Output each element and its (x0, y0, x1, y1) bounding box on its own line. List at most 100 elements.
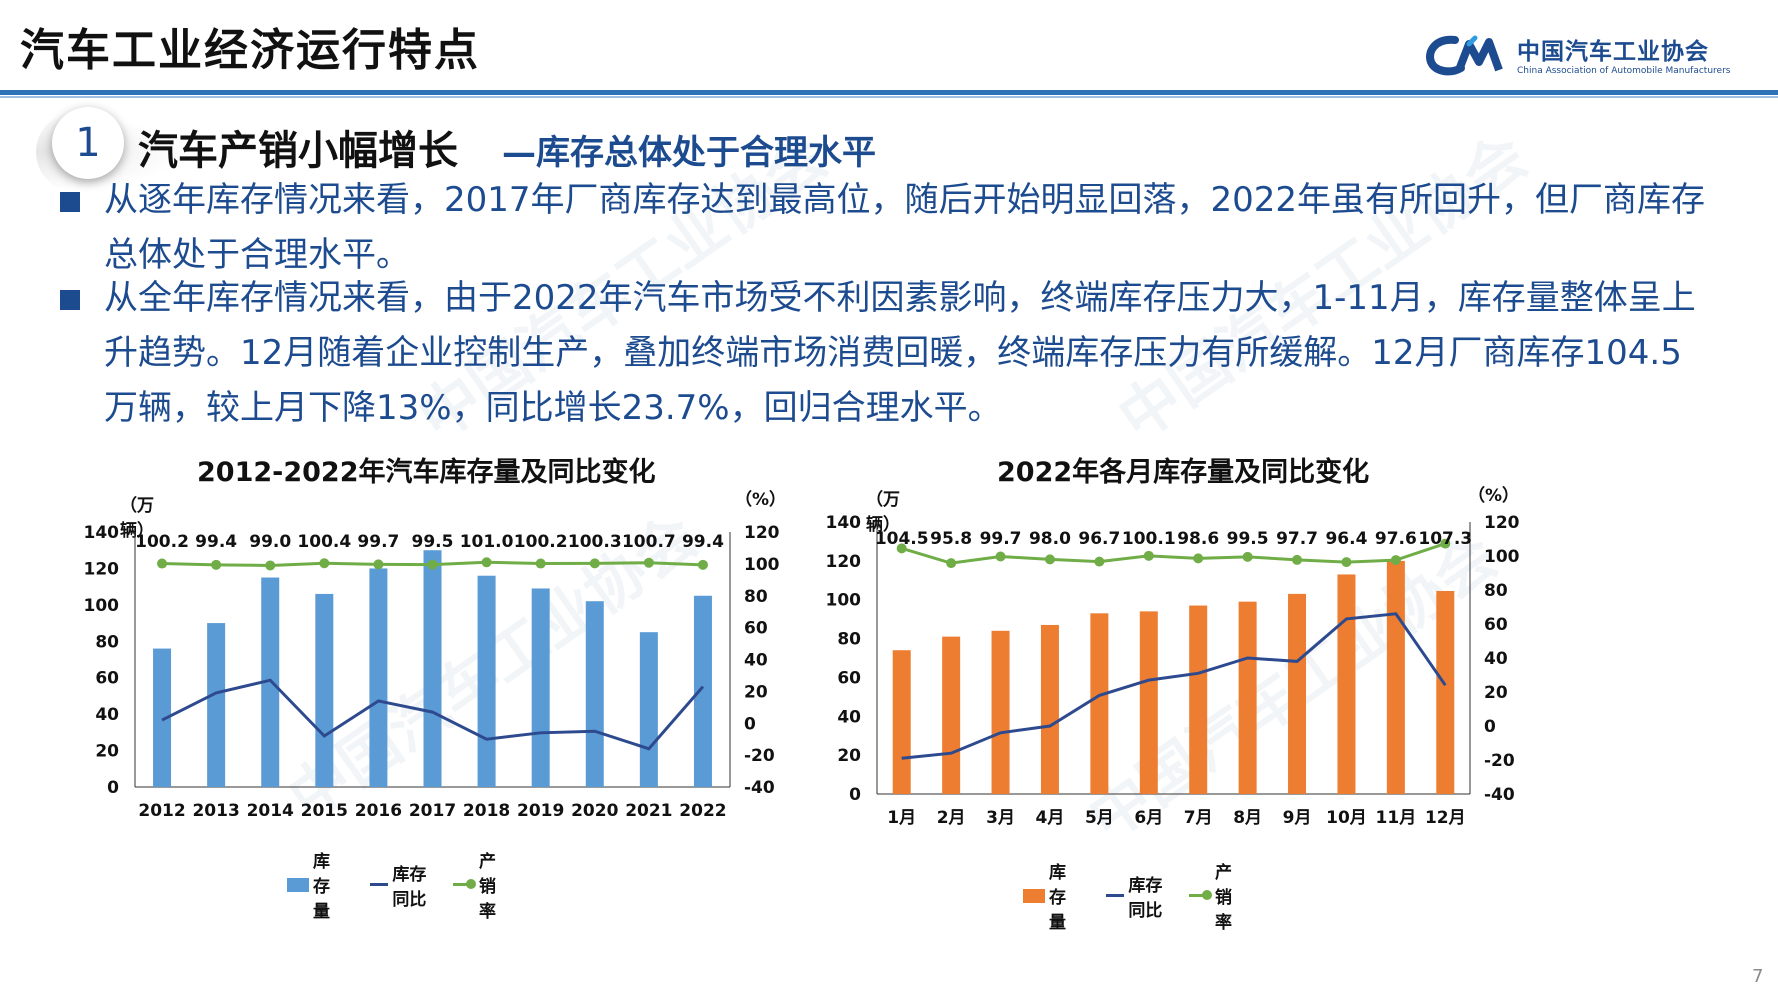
y-tick-label-right: 120 (1484, 513, 1520, 533)
y-tick-label-right: 60 (744, 619, 768, 639)
bar (423, 550, 442, 787)
x-tick-label: 5月 (1085, 808, 1114, 828)
data-label: 96.4 (1325, 529, 1367, 549)
chart-plot-area: 0 20 40 60 80 100 120 140 -40 -20 0 20 40 60 80 100 120 2… (84, 523, 780, 821)
logo: 中国汽车工业协会 China Association of Automobile… (1425, 28, 1775, 88)
bar (315, 593, 334, 787)
y-tick-label-right: 120 (744, 523, 780, 543)
data-label: 99.5 (1227, 529, 1269, 549)
y-tick-label-left: 0 (849, 785, 861, 805)
data-label: 95.8 (930, 529, 972, 549)
x-tick-label: 6月 (1134, 808, 1163, 828)
y-tick-label-right: 60 (1484, 615, 1508, 635)
legend-bar-swatch (1023, 888, 1045, 903)
data-point (1440, 538, 1451, 549)
legend-bar-swatch (287, 877, 309, 892)
line-series-sales-ratio (901, 542, 1446, 565)
y-tick-label-right: -20 (744, 746, 775, 766)
bullet-square-icon (60, 192, 80, 212)
section-number-badge: 1 (52, 107, 124, 179)
y-tick-label-left: 80 (95, 632, 119, 652)
data-point (643, 557, 654, 568)
bullet-item: 从逐年库存情况来看，2017年厂商库存达到最高位，随后开始明显回落，2022年虽… (60, 173, 1710, 283)
data-label: 100.4 (297, 532, 351, 552)
x-tick-label: 2018 (463, 801, 510, 821)
legend-item-yoy: 库存同比 (1106, 871, 1163, 921)
legend-label: 库存同比 (392, 864, 427, 910)
header-divider-light (0, 96, 1778, 98)
header-divider (0, 90, 1778, 95)
y-axis-unit-right: （%） (735, 490, 787, 510)
data-point (1242, 551, 1253, 562)
page-number: 7 (1752, 966, 1764, 987)
data-point (697, 559, 708, 570)
y-tick-label-left: 60 (837, 668, 861, 688)
line-series-yoy (901, 612, 1447, 760)
x-tick-label: 2019 (517, 801, 564, 821)
chart-title: 2022年各月库存量及同比变化 (997, 457, 1370, 488)
y-tick-label-right: 20 (744, 682, 768, 702)
x-tick-label: 2022 (679, 801, 726, 821)
data-point (1094, 556, 1105, 567)
x-tick-label: 2020 (571, 801, 618, 821)
data-label: 100.2 (135, 532, 189, 552)
y-axis-unit-left: （万辆） (120, 496, 154, 541)
data-point (319, 558, 330, 569)
data-label: 100.7 (622, 532, 676, 552)
caam-logo-icon (1426, 35, 1503, 76)
data-point (589, 558, 600, 569)
y-tick-label-left: 20 (95, 742, 119, 762)
x-tick-label: 12月 (1425, 808, 1466, 828)
y-tick-label-left: 120 (826, 552, 862, 572)
bar (1436, 590, 1455, 794)
section-subtitle: —库存总体处于合理水平 (502, 133, 876, 173)
data-point (896, 543, 907, 554)
data-label: 99.7 (357, 532, 399, 552)
chart-title: 2012-2022年汽车库存量及同比变化 (197, 457, 656, 488)
y-tick-label-left: 140 (826, 513, 862, 533)
bar (1337, 574, 1356, 794)
data-label: 99.4 (682, 532, 724, 552)
y-tick-label-right: 40 (1484, 649, 1508, 669)
legend-label: 库存同比 (1128, 875, 1163, 921)
y-tick-label-right: 100 (1484, 547, 1520, 567)
legend-line-swatch (1106, 894, 1125, 897)
x-tick-label: 4月 (1036, 808, 1065, 828)
data-label: 97.6 (1375, 529, 1417, 549)
legend-item-sales-ratio: 产销率 (1189, 858, 1246, 933)
data-point (265, 560, 276, 571)
legend-line-swatch (1189, 890, 1212, 900)
section-title: 汽车产销小幅增长 (138, 128, 458, 174)
data-label: 100.1 (1122, 529, 1176, 549)
bar (1139, 611, 1158, 794)
y-tick-label-left: 40 (837, 707, 861, 727)
x-tick-label: 3月 (986, 808, 1015, 828)
chart-legend: 库存量 库存同比 产销率 (287, 847, 510, 922)
legend-item-yoy: 库存同比 (370, 860, 427, 910)
y-tick-label-left: 40 (95, 705, 119, 725)
legend-item-sales-ratio: 产销率 (453, 847, 510, 922)
data-point (946, 558, 957, 569)
bar (207, 623, 226, 787)
data-label: 100.2 (514, 532, 568, 552)
data-point (157, 558, 168, 569)
legend-line-swatch (453, 879, 476, 889)
data-point (211, 559, 222, 570)
y-axis-unit-right: （%） (1468, 486, 1520, 506)
line-series-yoy (161, 678, 705, 751)
bar (1386, 560, 1405, 794)
legend-item-inventory: 库存量 (287, 847, 344, 922)
data-point (1193, 553, 1204, 564)
data-point (1341, 557, 1352, 568)
x-tick-label: 2012 (138, 801, 185, 821)
y-tick-label-right: 80 (744, 587, 768, 607)
x-tick-label: 9月 (1283, 808, 1312, 828)
bar (693, 595, 712, 787)
chart-plot-area: 0 20 40 60 80 100 120 140 -40 -20 0 20 40 60 80 100 120 1… (826, 513, 1520, 828)
data-label: 101.0 (460, 532, 514, 552)
legend-label: 产销率 (478, 852, 496, 922)
y-tick-label-left: 120 (84, 559, 120, 579)
y-tick-label-left: 100 (84, 596, 120, 616)
bar (153, 648, 172, 787)
bar (531, 588, 550, 787)
